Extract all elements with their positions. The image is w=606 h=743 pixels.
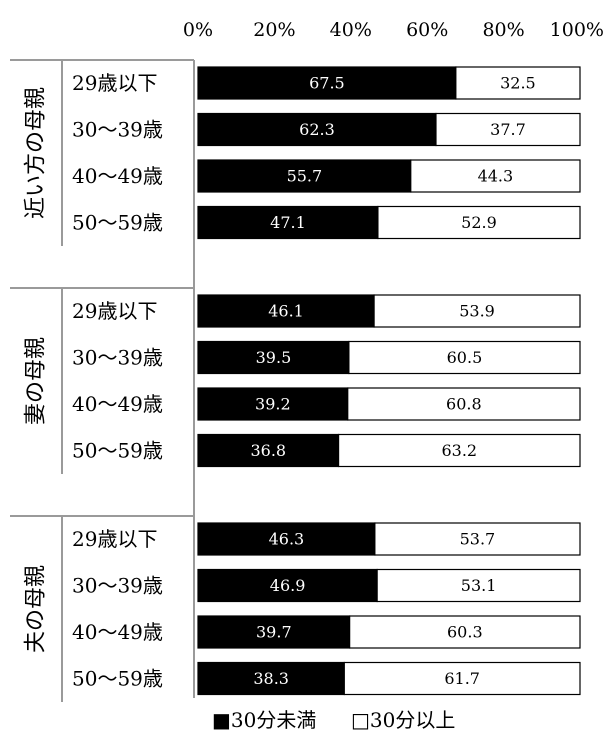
data-label: 37.7 <box>490 120 526 139</box>
category-label: 50〜59歳 <box>72 439 163 463</box>
bar-segment-30-plus <box>410 159 581 193</box>
bar-segment-under-30 <box>197 159 412 193</box>
data-label: 53.9 <box>459 302 495 321</box>
data-label: 39.5 <box>256 348 292 367</box>
data-label: 55.7 <box>287 167 323 186</box>
bar-segment-under-30 <box>197 615 351 649</box>
data-label: 53.1 <box>461 576 497 595</box>
bar-segment-under-30 <box>197 340 350 375</box>
category-label: 40〜49歳 <box>72 164 163 188</box>
data-label: 46.9 <box>270 576 306 595</box>
data-label: 63.2 <box>441 441 477 460</box>
bar-segment-under-30 <box>197 294 375 328</box>
data-label: 67.5 <box>309 74 345 93</box>
data-label: 60.3 <box>447 623 483 642</box>
data-label: 39.7 <box>256 623 292 642</box>
data-label: 36.8 <box>250 441 286 460</box>
data-label: 60.8 <box>446 395 482 414</box>
category-label: 40〜49歳 <box>72 620 163 644</box>
bar-segment-30-plus <box>376 568 581 603</box>
category-label: 30〜39歳 <box>72 574 163 598</box>
bar-segment-under-30 <box>197 66 457 100</box>
data-label: 38.3 <box>253 669 289 688</box>
bar-segment-under-30 <box>197 112 437 147</box>
data-label: 32.5 <box>500 74 536 93</box>
category-label: 30〜39歳 <box>72 346 163 370</box>
data-label: 46.1 <box>268 302 304 321</box>
bar-segment-30-plus <box>373 294 581 328</box>
category-label: 29歳以下 <box>72 527 157 551</box>
category-label: 29歳以下 <box>72 299 157 323</box>
x-tick-label: 80% <box>482 19 524 41</box>
bar-segment-under-30 <box>197 522 376 556</box>
bar-segment-30-plus <box>377 205 581 240</box>
group-label: 妻の母親 <box>24 337 49 425</box>
bar-segment-30-plus <box>347 387 581 421</box>
data-label: 44.3 <box>478 167 514 186</box>
legend-item-30-plus: □30分以上 <box>351 708 455 732</box>
data-label: 62.3 <box>299 120 335 139</box>
bar-segment-30-plus <box>455 66 581 100</box>
bar-segment-30-plus <box>337 433 581 468</box>
data-label: 52.9 <box>461 213 497 232</box>
category-label: 30〜39歳 <box>72 118 163 142</box>
bar-segment-30-plus <box>374 522 581 556</box>
bar-segment-under-30 <box>197 568 378 603</box>
bar-segment-under-30 <box>197 433 340 468</box>
data-label: 47.1 <box>270 213 306 232</box>
bar-segment-30-plus <box>343 661 581 696</box>
data-label: 46.3 <box>269 530 305 549</box>
bar-segment-30-plus <box>348 340 581 375</box>
category-label: 50〜59歳 <box>72 211 163 235</box>
x-tick-label: 0% <box>183 19 213 41</box>
data-label: 39.2 <box>255 395 291 414</box>
bar-segment-under-30 <box>197 661 345 696</box>
category-label: 50〜59歳 <box>72 667 163 691</box>
legend-item-under-30: ■30分未満 <box>212 708 316 732</box>
bar-segment-30-plus <box>435 112 581 147</box>
x-tick-label: 60% <box>406 19 448 41</box>
category-label: 29歳以下 <box>72 71 157 95</box>
data-label: 53.7 <box>460 530 496 549</box>
data-label: 60.5 <box>447 348 483 367</box>
group-label: 夫の母親 <box>24 565 49 653</box>
x-tick-label: 40% <box>330 19 372 41</box>
group-label: 近い方の母親 <box>24 87 49 219</box>
category-label: 40〜49歳 <box>72 392 163 416</box>
bar-segment-under-30 <box>197 387 349 421</box>
bar-segment-30-plus <box>349 615 581 649</box>
data-label: 61.7 <box>444 669 480 688</box>
x-tick-label: 100% <box>550 19 604 41</box>
x-tick-label: 20% <box>253 19 295 41</box>
